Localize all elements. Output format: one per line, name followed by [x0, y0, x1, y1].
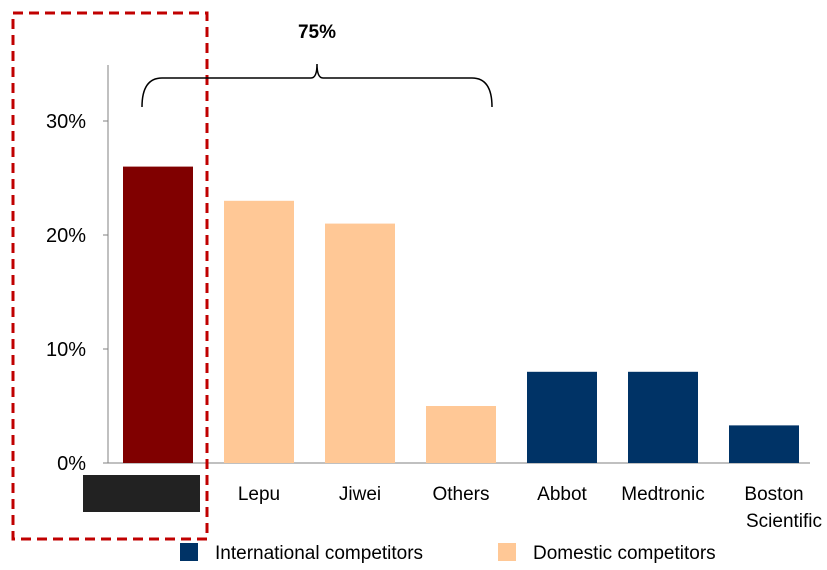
x-category-label: Scientific: [746, 511, 822, 532]
bar: [123, 166, 193, 463]
y-tick-label: 20%: [46, 225, 86, 247]
bar: [426, 406, 496, 463]
x-category-label: Others: [432, 484, 489, 505]
bar: [628, 371, 698, 463]
bar: [527, 371, 597, 463]
x-category-label: Lepu: [238, 484, 280, 505]
redacted-label: [83, 475, 200, 512]
legend-swatch: [498, 543, 516, 561]
y-tick-label: 0%: [57, 453, 86, 475]
y-tick-label: 10%: [46, 339, 86, 361]
highlight-dashed-box: [11, 11, 209, 541]
bar: [325, 223, 395, 463]
x-category-label: Boston: [744, 484, 803, 505]
bar: [224, 200, 294, 464]
x-category-label: Abbot: [537, 484, 587, 505]
annotation-brace: [141, 63, 493, 108]
y-tick-label: 30%: [46, 111, 86, 133]
x-category-label: Medtronic: [621, 484, 704, 505]
x-category-label: Jiwei: [339, 484, 381, 505]
legend-label: International competitors: [215, 543, 423, 564]
legend-label: Domestic competitors: [533, 543, 716, 564]
bar: [729, 425, 799, 463]
legend-swatch: [180, 543, 198, 561]
annotation-label: 75%: [298, 22, 336, 43]
